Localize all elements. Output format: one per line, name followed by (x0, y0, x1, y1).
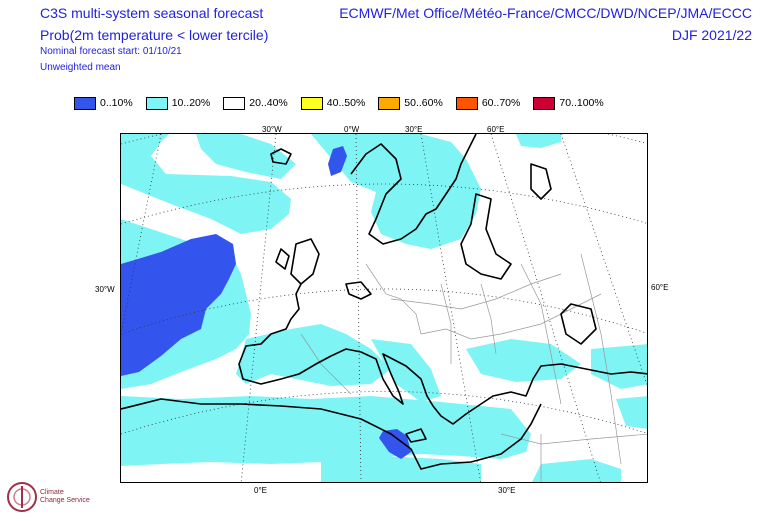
lon-label-left: 30°W (95, 285, 115, 294)
legend-label: 40..50% (326, 97, 366, 109)
prob-0-10-regions (121, 146, 411, 459)
title-line-2: Prob(2m temperature < lower tercile) (40, 27, 269, 43)
forecast-start-label: Nominal forecast start: 01/10/21 (40, 46, 182, 57)
legend-label: 70..100% (559, 97, 604, 109)
coastlines (121, 134, 647, 470)
legend-swatch (74, 96, 96, 110)
legend-item: 0..10% (74, 95, 133, 111)
centres-label: ECMWF/Met Office/Météo-France/CMCC/DWD/N… (339, 5, 752, 21)
legend-item: 60..70% (455, 95, 521, 111)
legend-swatch (300, 96, 323, 110)
copernicus-logo (6, 478, 116, 518)
legend-label: 50..60% (404, 97, 443, 109)
legend-label: 60..70% (481, 97, 521, 109)
legend-item: 70..100% (533, 95, 604, 111)
lon-label-bottom: 30°E (498, 486, 516, 495)
logo-line-2: Change Service (40, 497, 90, 504)
legend-swatch (145, 96, 168, 110)
graticule (121, 134, 647, 482)
legend-swatch (378, 96, 401, 110)
legend-swatch (533, 96, 556, 110)
logo-line-1: Climate (40, 489, 64, 496)
probability-map (120, 133, 648, 483)
lon-label-top: 30°E (405, 125, 423, 134)
season-label: DJF 2021/22 (671, 27, 752, 43)
climate-change-service-icon (7, 482, 37, 512)
lon-label-top: 60°E (487, 125, 505, 134)
prob-10-20-regions (121, 134, 647, 482)
legend-swatch (455, 96, 478, 110)
logo-text: Climate Change Service (40, 489, 90, 505)
legend-label: 0..10% (100, 97, 133, 109)
lon-label-bottom: 0°E (254, 486, 267, 495)
map-canvas (121, 134, 647, 482)
title-line-1: C3S multi-system seasonal forecast (40, 5, 264, 21)
lon-label-top: 30°W (262, 125, 282, 134)
probability-legend: 0..10% 10..20% 20..40% 40..50% 50..60% 6… (74, 95, 617, 111)
lon-label-right: 60°E (651, 283, 669, 292)
legend-swatch (223, 96, 246, 110)
legend-item: 50..60% (378, 95, 443, 111)
legend-item: 20..40% (223, 95, 288, 111)
mean-type-label: Unweighted mean (40, 62, 121, 73)
legend-item: 40..50% (300, 95, 366, 111)
legend-label: 10..20% (171, 97, 211, 109)
lon-label-top: 0°W (344, 125, 360, 134)
legend-label: 20..40% (249, 97, 288, 109)
legend-item: 10..20% (145, 95, 211, 111)
